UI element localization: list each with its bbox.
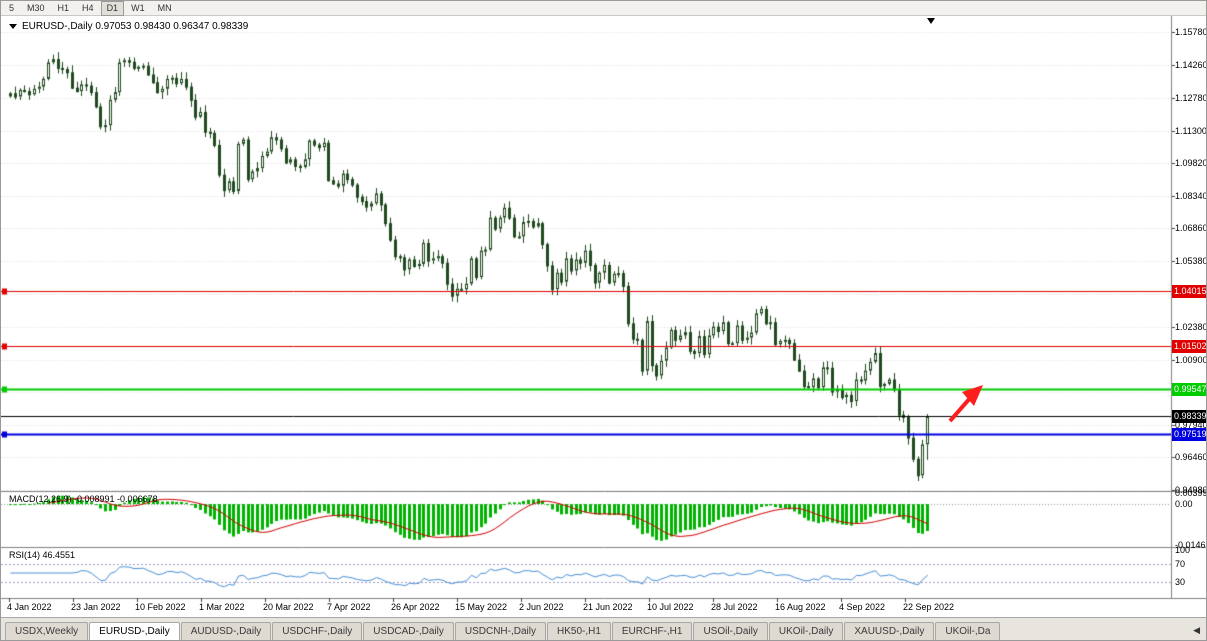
- macd-tick-label: 0.00: [1175, 499, 1193, 509]
- tab-hk50-h1[interactable]: HK50-,H1: [546, 622, 611, 640]
- date-tick-label: 10 Jul 2022: [647, 602, 694, 612]
- date-tick-label: 1 Mar 2022: [199, 602, 245, 612]
- trend-arrow-annotation[interactable]: [945, 383, 991, 427]
- price-tick-label: 1.08340: [1175, 191, 1207, 201]
- chevron-down-icon: [9, 24, 17, 29]
- date-tick-label: 22 Sep 2022: [903, 602, 955, 612]
- timeframe-button-m30[interactable]: M30: [27, 2, 45, 13]
- price-tick-label: 1.11300: [1175, 126, 1207, 136]
- macd-tick-label: -0.01469: [1175, 540, 1207, 550]
- date-tick-label: 26 Apr 2022: [391, 602, 440, 612]
- chart-canvas[interactable]: [1, 16, 1206, 618]
- tab-usdcnh-daily[interactable]: USDCNH-,Daily: [454, 622, 546, 640]
- tab-ukoil-daily[interactable]: UKOil-,Daily: [768, 622, 844, 640]
- rsi-indicator-label: RSI(14) 46.4551: [9, 550, 76, 560]
- price-line-label: 1.01502: [1172, 340, 1207, 353]
- macd-tick-label: 0.00399: [1175, 488, 1207, 498]
- timeframe-button-d1[interactable]: D1: [100, 1, 125, 16]
- chart-title-text: EURUSD-,Daily 0.97053 0.98430 0.96347 0.…: [22, 21, 249, 32]
- price-tick-label: 1.02380: [1175, 322, 1207, 332]
- date-tick-label: 16 Aug 2022: [775, 602, 826, 612]
- tab-ukoil-da[interactable]: UKOil-,Da: [935, 622, 1001, 640]
- price-tick-label: 1.12780: [1175, 93, 1207, 103]
- rsi-tick-label: 70: [1175, 559, 1186, 569]
- rsi-tick-label: 30: [1175, 577, 1186, 587]
- date-tick-label: 10 Feb 2022: [135, 602, 186, 612]
- chart-shift-marker-icon: [927, 18, 935, 24]
- date-tick-label: 15 May 2022: [455, 602, 508, 612]
- tab-usoil-daily[interactable]: USOil-,Daily: [693, 622, 768, 640]
- price-line-label: 0.98339: [1172, 410, 1207, 423]
- timeframe-button-5[interactable]: 5: [9, 2, 15, 13]
- price-axis[interactable]: [1171, 16, 1206, 598]
- tab-scroll-left-icon[interactable]: ◀: [1193, 625, 1200, 635]
- timeframe-button-w1[interactable]: W1: [131, 2, 145, 13]
- price-tick-label: 1.00900: [1175, 355, 1207, 365]
- tab-eurusd-daily[interactable]: EURUSD-,Daily: [89, 622, 180, 640]
- tab-audusd-daily[interactable]: AUDUSD-,Daily: [180, 622, 272, 640]
- price-tick-label: 1.14260: [1175, 60, 1207, 70]
- macd-indicator-label: MACD(12,26,9) -0.008991 -0.006678: [9, 494, 158, 504]
- rsi-tick-label: 100: [1175, 545, 1191, 555]
- tab-usdcad-daily[interactable]: USDCAD-,Daily: [363, 622, 454, 640]
- price-tick-label: 0.96460: [1175, 452, 1207, 462]
- timeframe-button-h1[interactable]: H1: [57, 2, 70, 13]
- timeframe-toolbar: 5 M30 H1 H4 D1 W1 MN: [1, 1, 1206, 16]
- date-tick-label: 7 Apr 2022: [327, 602, 371, 612]
- chart-tabs-bar: USDX,Weekly EURUSD-,Daily AUDUSD-,Daily USD…: [1, 617, 1206, 640]
- price-tick-label: 1.05380: [1175, 256, 1207, 266]
- timeframe-button-mn[interactable]: MN: [157, 2, 172, 13]
- date-tick-label: 20 Mar 2022: [263, 602, 314, 612]
- timeframe-button-h4[interactable]: H4: [82, 2, 94, 13]
- price-tick-label: 0.94980: [1175, 485, 1207, 495]
- price-line-label: 0.99547: [1172, 383, 1207, 396]
- price-tick-label: 1.06860: [1175, 223, 1207, 233]
- price-tick-label: 1.15780: [1175, 27, 1207, 37]
- date-tick-label: 21 Jun 2022: [583, 602, 633, 612]
- price-line-label: 1.04015: [1172, 285, 1207, 298]
- tab-eurchf-h1[interactable]: EURCHF-,H1: [611, 622, 693, 640]
- price-tick-label: 1.09820: [1175, 158, 1207, 168]
- date-tick-label: 2 Jun 2022: [519, 602, 564, 612]
- tab-usdx-weekly[interactable]: USDX,Weekly: [5, 622, 89, 640]
- date-tick-label: 4 Sep 2022: [839, 602, 886, 612]
- tab-xauusd-daily[interactable]: XAUUSD-,Daily: [844, 622, 935, 640]
- tab-usdchf-daily[interactable]: USDCHF-,Daily: [272, 622, 363, 640]
- chart-title: EURUSD-,Daily 0.97053 0.98430 0.96347 0.…: [9, 21, 248, 32]
- date-tick-label: 4 Jan 2022: [7, 602, 52, 612]
- price-line-label: 0.97519: [1172, 428, 1207, 441]
- date-tick-label: 23 Jan 2022: [71, 602, 121, 612]
- date-tick-label: 28 Jul 2022: [711, 602, 758, 612]
- price-tick-label: 0.97940: [1175, 420, 1207, 430]
